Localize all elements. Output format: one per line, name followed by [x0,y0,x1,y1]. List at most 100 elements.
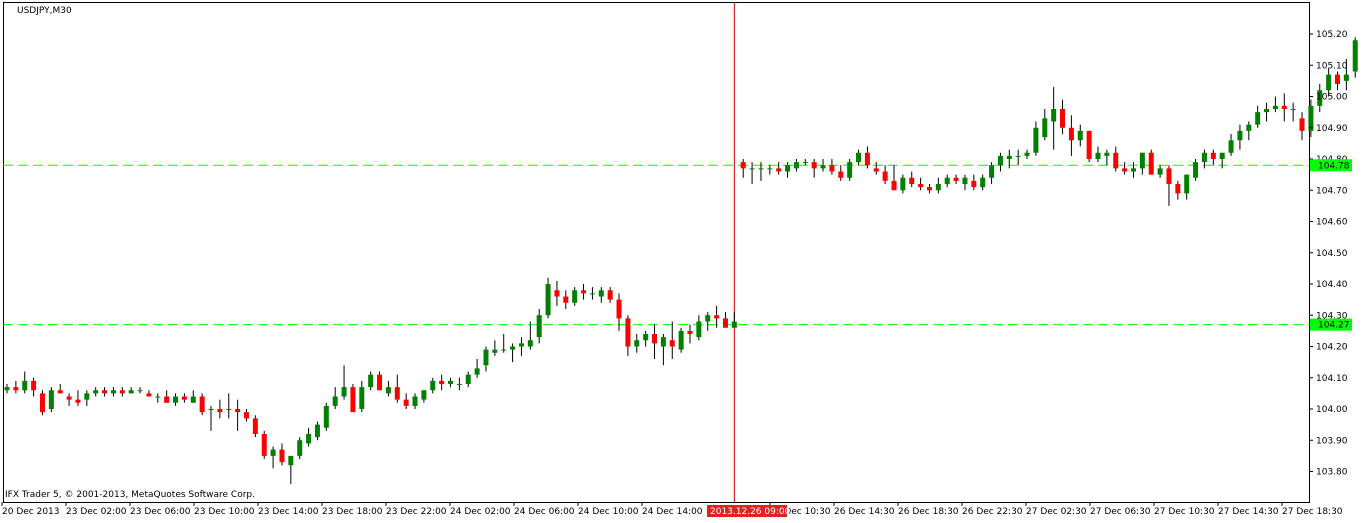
candle [1060,99,1066,134]
candle [749,162,755,184]
candle-body [616,299,622,319]
candle-body [705,315,711,322]
candle-body [864,152,870,166]
candle-body [1290,109,1296,110]
candle-body [261,434,267,456]
candle [1352,37,1358,78]
price-badge [1310,318,1352,331]
candle [1184,174,1190,200]
candle [430,377,436,394]
candle-body [1308,105,1314,131]
candle-body [483,349,489,366]
candle-body [128,390,134,394]
copyright-footer: IFX Trader 5, © 2001-2013, MetaQuotes So… [5,490,255,500]
candle-body [306,434,312,444]
candle-body [1166,168,1172,184]
candle-body [758,168,764,170]
candle [705,312,711,331]
candle-body [962,177,968,184]
candle [1024,149,1030,159]
candle-body [39,393,45,413]
candle-body [1157,168,1163,175]
candle-body [1024,152,1030,156]
candle [971,174,977,191]
candle-body [155,396,161,398]
candle [1193,159,1199,181]
candle-body [811,162,817,169]
candle [350,384,356,413]
candle-body [474,368,480,375]
candle [572,287,578,306]
candle [31,377,37,397]
candle-body [22,380,28,391]
candle-body [492,349,498,353]
candle [1299,112,1305,141]
candle [1130,162,1136,178]
candle [1264,102,1270,122]
candle [465,371,471,388]
time-badge-label: 2013.12.26 09:00 [710,507,791,517]
candle-body [731,321,737,328]
candle-body [997,155,1003,166]
candle [128,387,134,394]
candle [1281,93,1287,122]
candle [226,393,232,419]
candle [1157,165,1163,178]
time-tick-label: 26 Dec 18:30 [898,507,959,517]
candle [297,437,303,459]
candle-body [456,384,462,385]
candle-body [785,165,791,172]
candle-body [554,290,560,297]
candle [847,159,853,181]
candle-body [802,162,808,164]
candle [1308,99,1314,138]
candle [1086,130,1092,163]
candle-body [350,387,356,413]
candle [84,390,90,406]
candle-body [1095,152,1101,159]
candle [669,321,675,359]
candle-body [377,374,383,391]
candle-body [607,290,613,300]
price-tick-label: 105.00 [1316,93,1348,103]
candle [492,340,498,356]
candle [39,390,45,416]
candle-body [572,290,578,303]
candle-body [288,455,294,466]
crosshair-time-badge[interactable]: 2013.12.26 09:00 [707,505,791,517]
candle-body [501,349,507,351]
candle [1219,152,1225,169]
candle [909,171,915,188]
time-tick-label: 27 Dec 14:30 [1218,507,1279,517]
candle [518,337,524,356]
candle-body [820,165,826,169]
candle-body [13,387,19,391]
candle [1317,84,1323,113]
time-tick-label: 20 Dec 2013 [2,507,60,517]
candle-body [527,340,533,347]
candle [1139,152,1145,175]
candle-body [1130,168,1136,172]
price-badges: 104.78 104.27 [1310,159,1352,331]
candle-body [838,171,844,178]
time-tick-label: 27 Dec 06:30 [1090,507,1151,517]
candle [57,384,63,394]
candle-body [270,449,276,456]
candle-body [1210,152,1216,159]
candle-body [146,393,152,397]
candle-body [918,184,924,188]
price-tick-label: 104.00 [1316,405,1348,415]
chart-plot-frame [3,2,1310,503]
candle-body [847,162,853,178]
candle [926,184,932,194]
candle-body [900,177,906,191]
price-badge [1310,159,1352,172]
candle-body [634,340,640,347]
candle-body [75,399,81,403]
candle-body [1068,127,1074,141]
candle [989,162,995,184]
time-tick-label: 23 Dec 18:00 [322,507,383,517]
candle [838,165,844,181]
candle [1095,146,1101,163]
time-tick-label: 26 Dec 14:30 [834,507,895,517]
